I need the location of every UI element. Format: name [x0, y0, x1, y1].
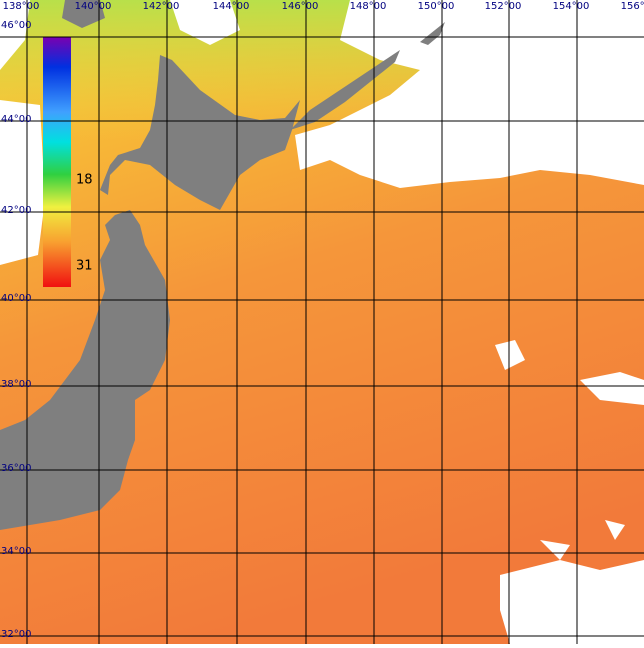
colorbar-label: 18: [76, 173, 93, 188]
lon-label: 150°00: [418, 1, 455, 12]
lat-label: 46°00: [1, 20, 31, 31]
colorbar-label: 31: [76, 259, 93, 274]
colorbar: [43, 37, 71, 287]
lat-label: 38°00: [1, 379, 31, 390]
lon-label: 144°00: [213, 1, 250, 12]
lat-label: 36°00: [1, 463, 31, 474]
lon-label: 142°00: [143, 1, 180, 12]
lon-label: 156°00: [621, 1, 644, 12]
lon-label: 152°00: [485, 1, 522, 12]
lon-label: 154°00: [553, 1, 590, 12]
lat-label: 34°00: [1, 546, 31, 557]
lat-label: 40°00: [1, 293, 31, 304]
lon-label: 138°00: [3, 1, 40, 12]
lon-label: 146°00: [282, 1, 319, 12]
lat-label: 32°00: [1, 629, 31, 640]
lon-label: 140°00: [75, 1, 112, 12]
land: [0, 0, 445, 530]
lon-label: 148°00: [350, 1, 387, 12]
lat-label: 42°00: [1, 205, 31, 216]
lat-label: 44°00: [1, 114, 31, 125]
